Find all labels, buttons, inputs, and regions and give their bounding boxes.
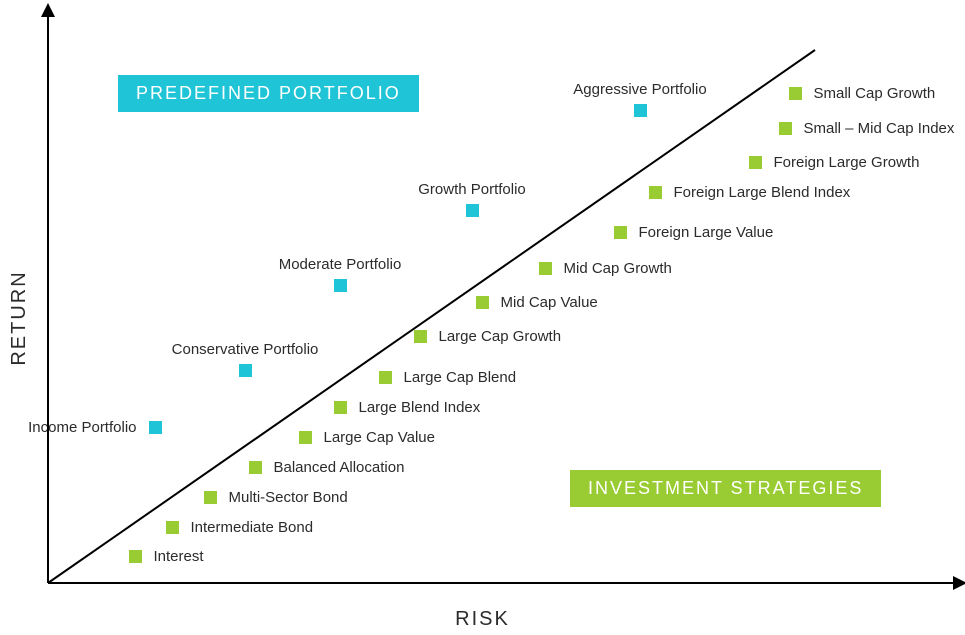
square-marker-icon [779, 122, 792, 135]
strategy-label: Interest [154, 548, 204, 565]
square-marker-icon [129, 550, 142, 563]
square-marker-icon [539, 262, 552, 275]
strategy-point: Large Cap Blend [379, 369, 517, 386]
strategy-label: Large Cap Value [324, 429, 435, 446]
square-marker-icon [334, 401, 347, 414]
strategy-point: Small Cap Growth [789, 85, 936, 102]
y-axis-label: RETURN [8, 270, 31, 365]
square-marker-icon [299, 431, 312, 444]
x-axis-label: RISK [455, 608, 510, 631]
square-marker-icon [649, 186, 662, 199]
square-marker-icon [249, 461, 262, 474]
strategy-point: Multi-Sector Bond [204, 489, 348, 506]
strategy-point: Mid Cap Value [476, 294, 598, 311]
portfolio-point: Income Portfolio [28, 419, 161, 436]
portfolio-point: Aggressive Portfolio [573, 81, 706, 117]
risk-return-chart: RETURN RISK PREDEFINED PORTFOLIO INVESTM… [0, 0, 965, 635]
strategy-label: Foreign Large Growth [774, 154, 920, 171]
portfolio-label: Aggressive Portfolio [573, 81, 706, 98]
strategy-point: Large Cap Growth [414, 328, 562, 345]
square-marker-icon [334, 279, 347, 292]
square-marker-icon [614, 226, 627, 239]
strategy-label: Large Cap Blend [404, 369, 517, 386]
strategy-point: Foreign Large Growth [749, 154, 920, 171]
square-marker-icon [204, 491, 217, 504]
square-marker-icon [749, 156, 762, 169]
strategy-point: Interest [129, 548, 204, 565]
square-marker-icon [239, 364, 252, 377]
square-marker-icon [634, 104, 647, 117]
square-marker-icon [789, 87, 802, 100]
square-marker-icon [166, 521, 179, 534]
predefined-portfolio-banner: PREDEFINED PORTFOLIO [118, 75, 419, 112]
strategy-label: Large Blend Index [359, 399, 481, 416]
strategy-label: Mid Cap Growth [564, 260, 672, 277]
square-marker-icon [466, 204, 479, 217]
portfolio-label: Moderate Portfolio [279, 256, 402, 273]
square-marker-icon [149, 421, 162, 434]
strategy-label: Mid Cap Value [501, 294, 598, 311]
strategy-label: Foreign Large Value [639, 224, 774, 241]
portfolio-label: Conservative Portfolio [172, 341, 319, 358]
square-marker-icon [476, 296, 489, 309]
investment-strategies-banner: INVESTMENT STRATEGIES [570, 470, 881, 507]
strategy-label: Small – Mid Cap Index [804, 120, 955, 137]
strategy-point: Large Cap Value [299, 429, 435, 446]
strategy-point: Balanced Allocation [249, 459, 405, 476]
portfolio-point: Moderate Portfolio [279, 256, 402, 292]
portfolio-point: Growth Portfolio [418, 181, 526, 217]
strategy-point: Large Blend Index [334, 399, 481, 416]
strategy-point: Foreign Large Value [614, 224, 774, 241]
strategy-point: Mid Cap Growth [539, 260, 672, 277]
strategy-point: Small – Mid Cap Index [779, 120, 955, 137]
strategy-label: Intermediate Bond [191, 519, 314, 536]
strategy-label: Balanced Allocation [274, 459, 405, 476]
strategy-label: Multi-Sector Bond [229, 489, 348, 506]
portfolio-point: Conservative Portfolio [172, 341, 319, 377]
strategy-label: Foreign Large Blend Index [674, 184, 851, 201]
square-marker-icon [414, 330, 427, 343]
strategy-point: Intermediate Bond [166, 519, 314, 536]
strategy-label: Small Cap Growth [814, 85, 936, 102]
strategy-label: Large Cap Growth [439, 328, 562, 345]
square-marker-icon [379, 371, 392, 384]
strategy-point: Foreign Large Blend Index [649, 184, 851, 201]
portfolio-label: Growth Portfolio [418, 181, 526, 198]
portfolio-label: Income Portfolio [28, 419, 136, 436]
